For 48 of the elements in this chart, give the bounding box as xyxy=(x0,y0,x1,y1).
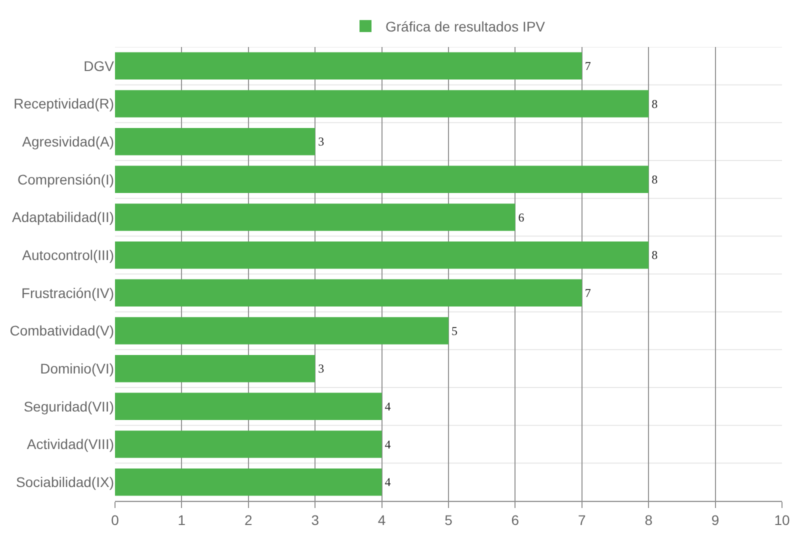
data-label: 3 xyxy=(318,362,324,376)
data-label: 4 xyxy=(384,475,391,490)
bar xyxy=(115,128,316,156)
x-tick-label: 4 xyxy=(378,512,386,528)
data-label: 8 xyxy=(652,248,658,262)
x-tick-label: 8 xyxy=(644,512,653,528)
y-tick-label: Frustración(IV) xyxy=(21,284,114,301)
y-tick-label: Autocontrol(III) xyxy=(22,246,114,263)
x-tick-label: 3 xyxy=(311,512,320,528)
data-label: 5 xyxy=(452,324,458,338)
y-tick-label: Sociabilidad(IX) xyxy=(16,474,114,490)
bar xyxy=(115,392,382,420)
y-tick-label: Seguridad(VII) xyxy=(24,398,114,414)
x-tick-label: 5 xyxy=(444,512,453,528)
y-tick-label: Agresividad(A) xyxy=(22,133,114,150)
bar xyxy=(115,317,448,344)
bar xyxy=(115,430,382,458)
bar xyxy=(115,52,582,80)
bar xyxy=(115,204,516,231)
data-label: 7 xyxy=(584,286,591,300)
bar xyxy=(115,166,649,194)
y-tick-label: Receptividad(R) xyxy=(14,96,114,112)
data-label: 4 xyxy=(384,437,391,452)
x-tick-label: 0 xyxy=(111,512,120,528)
y-tick-label: Actividad(VIII) xyxy=(26,436,114,452)
bar xyxy=(115,468,382,496)
data-label: 4 xyxy=(384,399,391,414)
x-tick-label: 9 xyxy=(711,512,720,528)
x-tick-label: 2 xyxy=(244,512,252,528)
data-label: 8 xyxy=(652,172,658,186)
bar xyxy=(115,90,649,118)
y-tick-label: Adaptabilidad(II) xyxy=(12,209,114,226)
data-label: 7 xyxy=(584,58,591,73)
x-tick-label: 10 xyxy=(774,512,790,528)
bar xyxy=(115,279,582,307)
x-tick-label: 1 xyxy=(178,512,186,528)
legend-label: Gráfica de resultados IPV xyxy=(386,18,546,35)
x-tick-label: 7 xyxy=(578,512,586,528)
data-label: 6 xyxy=(518,210,524,224)
y-tick-label: Comprensión(I) xyxy=(18,171,114,188)
x-tick-label: 6 xyxy=(511,512,520,528)
bar xyxy=(115,354,316,382)
data-label: 3 xyxy=(318,134,324,149)
y-tick-label: Combatividad(V) xyxy=(10,322,114,339)
y-tick-label: Dominio(VI) xyxy=(40,360,114,376)
data-label: 8 xyxy=(652,96,658,111)
y-tick-label: DGV xyxy=(84,58,115,74)
bar xyxy=(115,241,649,269)
